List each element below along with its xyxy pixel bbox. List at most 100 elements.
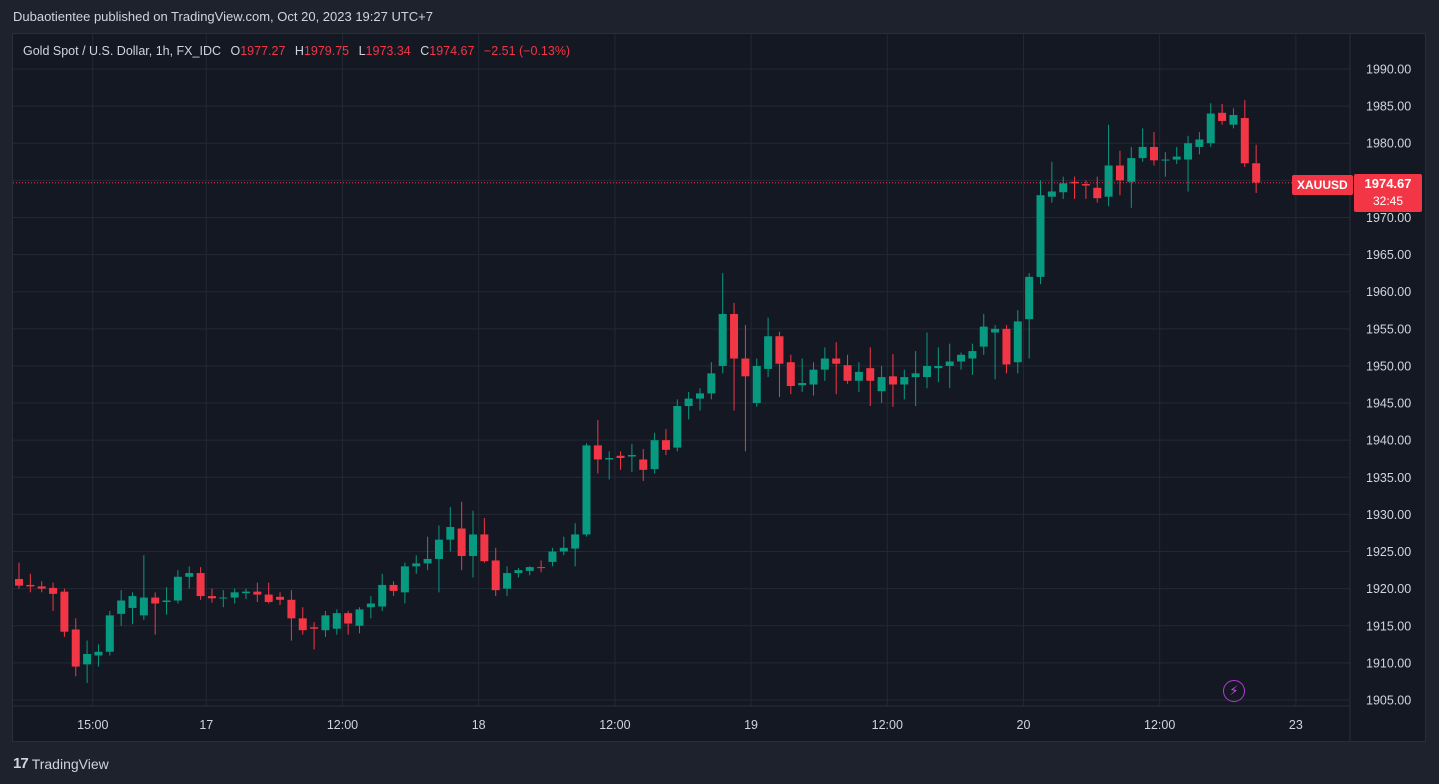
candle[interactable] — [264, 582, 273, 604]
candle[interactable] — [1252, 144, 1261, 193]
candle[interactable] — [15, 562, 23, 589]
candle[interactable] — [854, 362, 863, 392]
candle[interactable] — [548, 547, 557, 567]
candle[interactable] — [37, 581, 46, 593]
candle[interactable] — [1093, 176, 1102, 203]
candle[interactable] — [775, 331, 784, 398]
candle[interactable] — [1172, 146, 1181, 165]
candle[interactable] — [866, 347, 875, 407]
candle[interactable] — [389, 581, 398, 597]
candle[interactable] — [332, 609, 341, 635]
candle[interactable] — [83, 640, 92, 683]
candle[interactable] — [276, 592, 285, 605]
candle[interactable] — [525, 566, 534, 576]
candle[interactable] — [94, 644, 103, 667]
candle[interactable] — [242, 588, 250, 600]
candle[interactable] — [503, 566, 512, 597]
candle[interactable] — [434, 525, 443, 593]
candle[interactable] — [923, 332, 931, 389]
candle[interactable] — [446, 506, 455, 552]
candle[interactable] — [151, 592, 160, 635]
candle[interactable] — [1195, 132, 1204, 155]
candle[interactable] — [820, 347, 829, 381]
candle[interactable] — [1184, 135, 1193, 192]
candle[interactable] — [1025, 273, 1034, 359]
candle[interactable] — [684, 391, 693, 420]
candle[interactable] — [1161, 152, 1170, 177]
candle[interactable] — [832, 342, 841, 395]
candle[interactable] — [117, 590, 126, 626]
candle[interactable] — [128, 592, 137, 625]
lightning-bolt-icon[interactable]: ⚡ — [1223, 680, 1245, 702]
candle[interactable] — [469, 510, 477, 578]
candle[interactable] — [355, 607, 364, 634]
candle[interactable] — [26, 573, 35, 593]
candle[interactable] — [650, 432, 659, 474]
candle[interactable] — [1127, 146, 1136, 208]
candle[interactable] — [310, 622, 319, 650]
candle[interactable] — [593, 420, 602, 474]
candle[interactable] — [1218, 103, 1227, 125]
candle[interactable] — [230, 588, 239, 604]
candle[interactable] — [968, 343, 977, 375]
candle[interactable] — [1047, 161, 1056, 203]
candle[interactable] — [627, 443, 636, 473]
candle[interactable] — [1081, 180, 1090, 199]
candle[interactable] — [809, 362, 818, 396]
candle[interactable] — [877, 365, 886, 404]
candle[interactable] — [219, 590, 228, 608]
candle[interactable] — [1036, 180, 1045, 285]
candle[interactable] — [616, 451, 625, 470]
candle[interactable] — [480, 518, 489, 563]
candle[interactable] — [207, 588, 216, 603]
candle[interactable] — [741, 325, 750, 452]
candle[interactable] — [287, 590, 296, 641]
candle[interactable] — [196, 567, 205, 600]
candle[interactable] — [934, 347, 943, 383]
candle[interactable] — [185, 566, 194, 589]
tradingview-footer[interactable]: 17 TradingView — [13, 755, 109, 772]
candle[interactable] — [582, 443, 591, 537]
candle[interactable] — [1070, 176, 1079, 199]
candle[interactable] — [60, 588, 69, 637]
candle[interactable] — [457, 501, 466, 571]
candle[interactable] — [991, 325, 1000, 380]
candle[interactable] — [49, 582, 58, 611]
candle[interactable] — [673, 399, 682, 452]
candle[interactable] — [1138, 128, 1147, 162]
candle[interactable] — [514, 567, 523, 578]
candle[interactable] — [139, 555, 148, 620]
candle[interactable] — [71, 618, 80, 677]
candle[interactable] — [1002, 325, 1011, 374]
candle[interactable] — [1229, 108, 1238, 129]
candle[interactable] — [945, 343, 954, 389]
candle[interactable] — [911, 351, 920, 407]
candle[interactable] — [105, 610, 114, 656]
candle[interactable] — [1115, 150, 1124, 196]
candle[interactable] — [639, 449, 648, 482]
candle[interactable] — [423, 536, 432, 571]
candle[interactable] — [1104, 124, 1113, 207]
candle[interactable] — [957, 352, 966, 370]
candle[interactable] — [798, 358, 807, 392]
candle[interactable] — [661, 429, 670, 456]
candle[interactable] — [253, 582, 262, 603]
candle[interactable] — [559, 536, 568, 556]
candle[interactable] — [1206, 103, 1215, 147]
candle[interactable] — [752, 358, 761, 407]
candle[interactable] — [1240, 100, 1249, 167]
candle[interactable] — [888, 354, 897, 407]
candle[interactable] — [730, 302, 739, 411]
candle[interactable] — [412, 555, 421, 574]
candle[interactable] — [764, 317, 773, 378]
candle[interactable] — [843, 354, 852, 384]
candle[interactable] — [900, 369, 909, 400]
candle[interactable] — [400, 562, 409, 604]
candle[interactable] — [162, 587, 171, 615]
candle[interactable] — [173, 570, 182, 604]
candle[interactable] — [571, 523, 580, 567]
candle[interactable] — [321, 610, 330, 637]
candle[interactable] — [344, 610, 353, 635]
candle[interactable] — [979, 313, 988, 355]
